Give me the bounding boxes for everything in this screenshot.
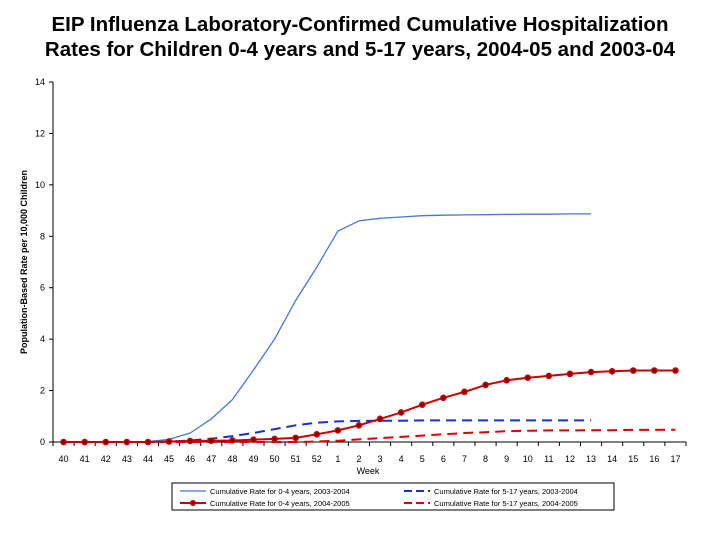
series-point xyxy=(651,367,658,374)
y-tick-label: 8 xyxy=(40,231,45,241)
series-point xyxy=(482,381,489,389)
series-point xyxy=(503,376,510,384)
y-tick-label: 12 xyxy=(35,128,45,138)
series-point xyxy=(313,430,321,438)
legend-label: Cumulative Rate for 5-17 years, 2004-200… xyxy=(434,499,578,508)
series-point xyxy=(672,367,679,374)
x-tick-label: 40 xyxy=(59,454,69,464)
y-axis-label: Population-Based Rate per 10,000 Childre… xyxy=(19,170,29,354)
x-tick-label: 13 xyxy=(586,454,596,464)
series-point xyxy=(608,367,616,375)
series-point xyxy=(123,438,131,446)
legend-label: Cumulative Rate for 0-4 years, 2004-2005 xyxy=(210,499,350,508)
series-point xyxy=(250,436,257,443)
series-point xyxy=(165,438,173,445)
chart-title-line-2: Rates for Children 0-4 years and 5-17 ye… xyxy=(44,38,676,61)
series-line-2 xyxy=(63,369,676,443)
x-tick-label: 10 xyxy=(523,454,533,464)
series-point xyxy=(271,435,278,443)
x-tick-label: 47 xyxy=(206,454,216,464)
series-point xyxy=(355,421,363,429)
x-tick-label: 8 xyxy=(483,454,488,464)
x-tick-label: 49 xyxy=(248,454,258,464)
legend-label: Cumulative Rate for 0-4 years, 2003-2004 xyxy=(210,487,350,496)
x-tick-label: 16 xyxy=(649,454,659,464)
series-layer xyxy=(60,213,679,446)
series-point xyxy=(418,401,426,409)
y-tick-label: 6 xyxy=(40,283,45,293)
x-tick-label: 46 xyxy=(185,454,195,464)
y-tick-label: 14 xyxy=(35,77,45,87)
series-point xyxy=(102,438,110,446)
series-point xyxy=(545,372,553,380)
series-point xyxy=(292,434,299,442)
chart-title-line-1: EIP Influenza Laboratory-Confirmed Cumul… xyxy=(51,13,669,36)
x-tick-label: 43 xyxy=(122,454,132,464)
x-tick-label: 50 xyxy=(270,454,280,464)
series-point xyxy=(81,438,88,446)
x-tick-label: 3 xyxy=(378,454,383,464)
series-point xyxy=(629,367,637,374)
x-tick-label: 51 xyxy=(291,454,301,464)
series-point xyxy=(440,394,447,402)
series-point xyxy=(524,374,532,382)
x-tick-label: 15 xyxy=(628,454,638,464)
x-tick-label: 5 xyxy=(420,454,425,464)
x-tick-label: 6 xyxy=(441,454,446,464)
series-point xyxy=(60,438,67,446)
legend-box xyxy=(171,482,615,511)
chart-title: EIP Influenza Laboratory-Confirmed Cumul… xyxy=(0,12,720,62)
legend-label: Cumulative Rate for 5-17 years, 2003-200… xyxy=(434,487,578,496)
x-tick-label: 14 xyxy=(607,454,617,464)
legend-marker xyxy=(189,499,197,507)
x-tick-label: 52 xyxy=(312,454,322,464)
y-tick-label: 4 xyxy=(40,334,45,344)
x-tick-label: 7 xyxy=(462,454,467,464)
y-tick-label: 2 xyxy=(40,386,45,396)
y-tick-label: 10 xyxy=(35,180,45,190)
x-tick-label: 45 xyxy=(164,454,174,464)
y-tick-label: 0 xyxy=(40,437,45,447)
x-tick-label: 41 xyxy=(80,454,90,464)
series-point xyxy=(144,438,152,446)
x-tick-label: 44 xyxy=(143,454,153,464)
series-point xyxy=(461,388,468,396)
x-axis-label: Week xyxy=(357,466,380,476)
series-line-0 xyxy=(63,213,592,443)
x-tick-label: 42 xyxy=(101,454,111,464)
x-tick-label: 2 xyxy=(356,454,361,464)
x-tick-label: 1 xyxy=(335,454,340,464)
series-point xyxy=(566,370,574,378)
series-point xyxy=(229,437,236,444)
x-tick-label: 48 xyxy=(227,454,237,464)
series-point xyxy=(376,415,384,423)
series-point xyxy=(186,437,194,445)
x-tick-label: 4 xyxy=(399,454,404,464)
series-point xyxy=(207,437,215,445)
x-tick-label: 9 xyxy=(504,454,509,464)
x-tick-label: 17 xyxy=(670,454,680,464)
legend: Cumulative Rate for 0-4 years, 2003-2004… xyxy=(171,482,615,511)
series-point xyxy=(397,409,405,416)
x-tick-label: 11 xyxy=(544,454,553,464)
x-tick-label: 12 xyxy=(565,454,575,464)
series-point xyxy=(587,368,595,376)
series-point xyxy=(334,427,342,434)
